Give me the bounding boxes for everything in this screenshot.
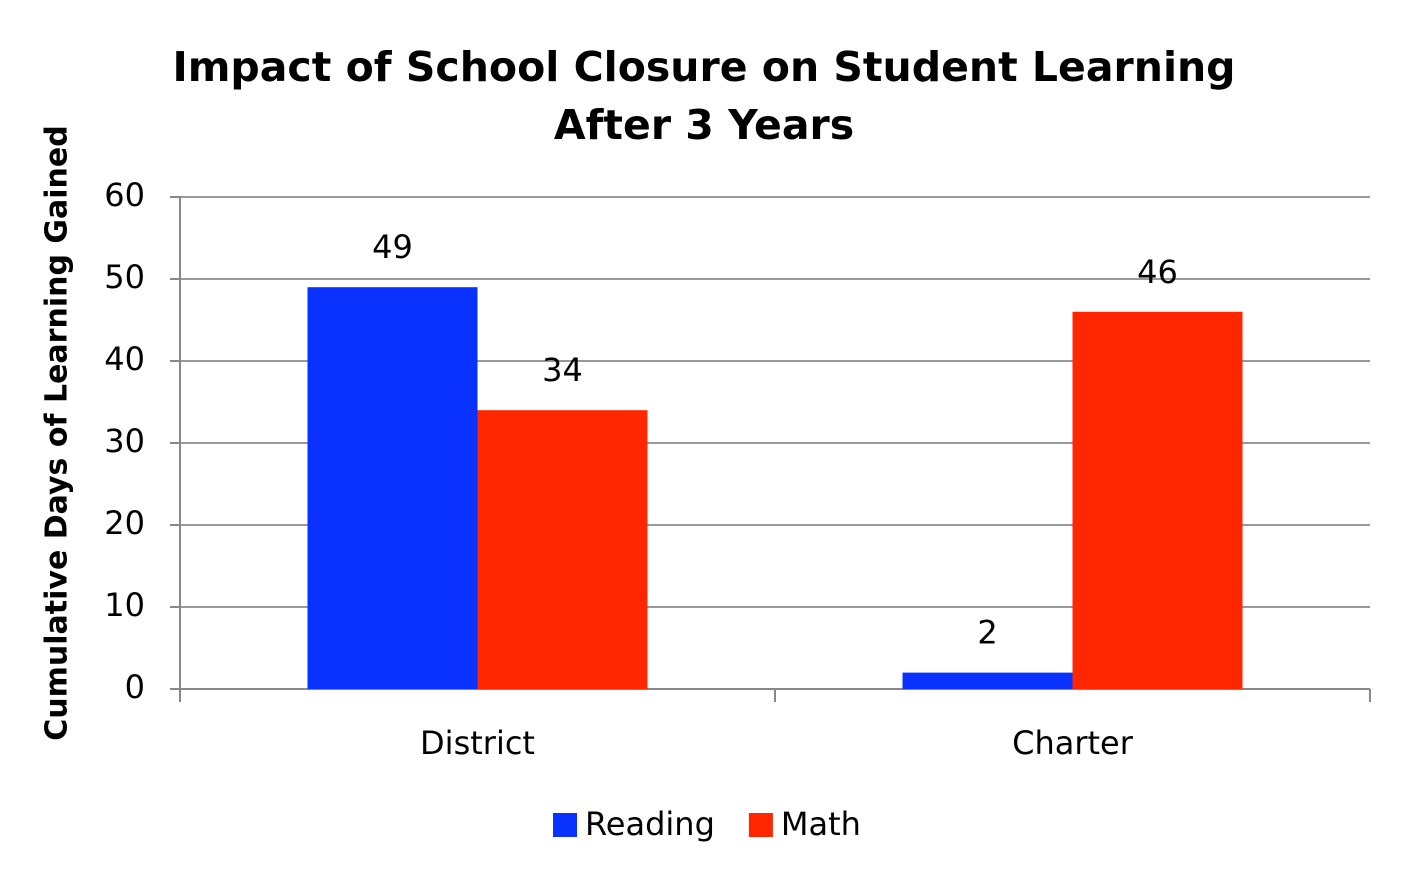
legend-swatch: [553, 813, 577, 837]
legend-swatch: [748, 813, 773, 837]
bar: [902, 672, 1073, 689]
bar: [477, 410, 648, 689]
value-label: 34: [542, 351, 583, 389]
x-tick-label: District: [420, 724, 535, 762]
y-tick-label: 60: [104, 176, 145, 214]
y-axis-label: Cumulative Days of Learning Gained: [40, 125, 75, 740]
y-tick-label: 10: [104, 586, 145, 624]
value-label: 49: [372, 228, 413, 266]
value-label: 46: [1137, 253, 1178, 291]
y-tick-label: 30: [104, 422, 145, 460]
chart-title: Impact of School Closure on Student Lear…: [172, 43, 1236, 149]
y-tick-label: 40: [104, 340, 145, 378]
value-label: 2: [977, 614, 997, 652]
bar: [1072, 311, 1243, 689]
y-tick-label: 0: [125, 668, 145, 706]
legend-label: Reading: [585, 805, 715, 843]
bar: [307, 287, 478, 689]
y-tick-label: 20: [104, 504, 145, 542]
legend-label: Math: [781, 805, 861, 843]
y-tick-label: 50: [104, 258, 145, 296]
x-tick-label: Charter: [1012, 724, 1134, 762]
